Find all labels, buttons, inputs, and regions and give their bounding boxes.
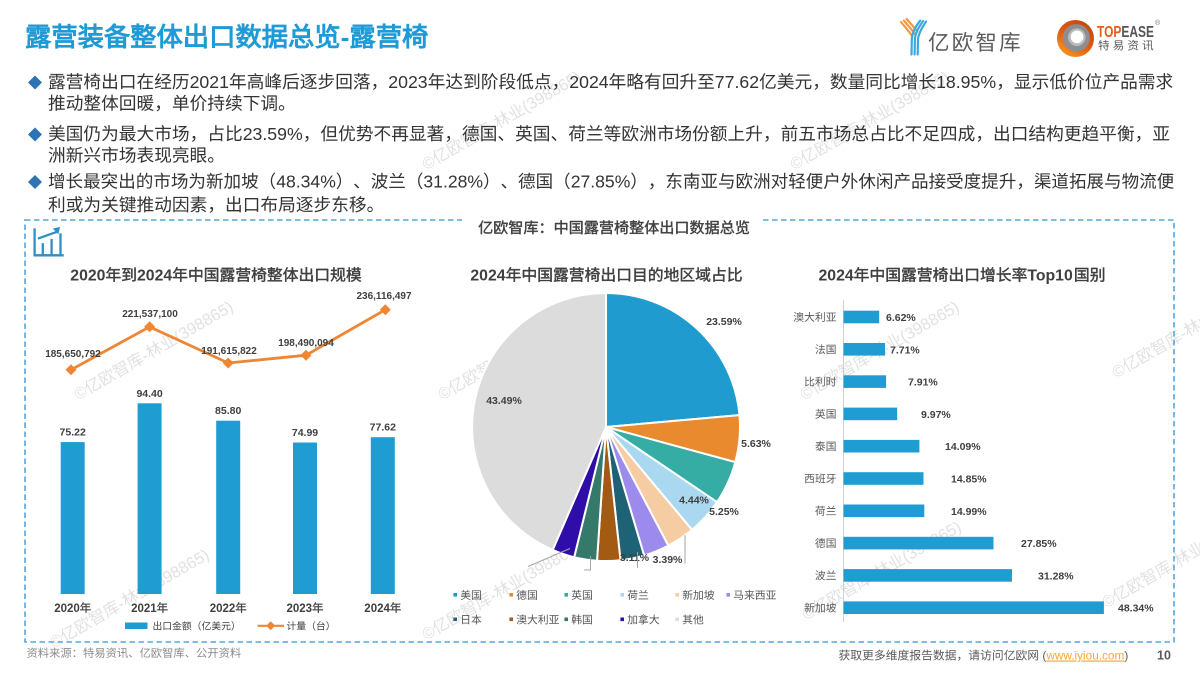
svg-text:2022: 2022 xyxy=(210,603,236,615)
svg-text:31.28%: 31.28% xyxy=(1038,570,1074,582)
svg-text:5.25%: 5.25% xyxy=(709,506,739,518)
svg-text:74.99: 74.99 xyxy=(292,427,318,439)
svg-text:10: 10 xyxy=(1157,649,1171,663)
svg-text:48.34%: 48.34% xyxy=(276,172,336,192)
svg-text:®: ® xyxy=(1155,19,1161,27)
svg-text:191,615,822: 191,615,822 xyxy=(201,346,257,357)
svg-text:198,490,094: 198,490,094 xyxy=(278,338,334,349)
svg-text:14.09%: 14.09% xyxy=(945,441,981,453)
svg-text:2024: 2024 xyxy=(569,72,609,92)
svg-text:2023: 2023 xyxy=(287,603,313,615)
svg-text:14.85%: 14.85% xyxy=(951,474,987,486)
svg-text:2024: 2024 xyxy=(819,268,854,285)
svg-text:TOPEASE: TOPEASE xyxy=(1097,24,1154,41)
svg-text:9.97%: 9.97% xyxy=(921,409,951,421)
svg-text:23.59%: 23.59% xyxy=(243,124,303,144)
svg-text:23.59%: 23.59% xyxy=(706,316,742,328)
svg-text:27.85%: 27.85% xyxy=(571,172,631,192)
svg-text:2024: 2024 xyxy=(364,603,390,615)
svg-text:2021: 2021 xyxy=(190,72,229,92)
svg-text:3.39%: 3.39% xyxy=(653,554,683,566)
svg-text:5.63%: 5.63% xyxy=(741,438,771,450)
svg-text:7.71%: 7.71% xyxy=(890,344,920,356)
svg-text:221,537,100: 221,537,100 xyxy=(122,309,178,320)
svg-text:94.40: 94.40 xyxy=(136,388,162,400)
svg-text:77.62: 77.62 xyxy=(715,72,759,92)
svg-text:14.99%: 14.99% xyxy=(951,506,987,518)
svg-text:18.95%: 18.95% xyxy=(936,72,996,92)
svg-text:27.85%: 27.85% xyxy=(1021,538,1057,550)
svg-text:185,650,792: 185,650,792 xyxy=(45,349,101,360)
svg-text:2024: 2024 xyxy=(137,268,172,285)
svg-text:48.34%: 48.34% xyxy=(1118,603,1154,615)
svg-text:-: - xyxy=(341,22,350,52)
svg-text:Top10: Top10 xyxy=(1027,268,1073,285)
svg-text:31.28%: 31.28% xyxy=(423,172,483,192)
svg-text:3.11%: 3.11% xyxy=(620,552,650,564)
svg-text:(www.iyiou.com): (www.iyiou.com) xyxy=(1039,649,1128,663)
svg-text:75.22: 75.22 xyxy=(60,427,86,439)
svg-text:6.62%: 6.62% xyxy=(886,312,916,324)
svg-text:85.80: 85.80 xyxy=(215,405,241,417)
svg-text:2023: 2023 xyxy=(388,72,428,92)
svg-text:2020: 2020 xyxy=(70,268,105,285)
svg-text:2020: 2020 xyxy=(54,603,80,615)
svg-text:77.62: 77.62 xyxy=(370,422,396,434)
svg-text:2021: 2021 xyxy=(131,603,157,615)
svg-text:43.49%: 43.49% xyxy=(486,395,522,407)
svg-text:236,116,497: 236,116,497 xyxy=(356,291,411,302)
svg-text:2024: 2024 xyxy=(470,268,505,285)
svg-text:4.44%: 4.44% xyxy=(679,495,709,507)
svg-text:7.91%: 7.91% xyxy=(908,377,938,389)
